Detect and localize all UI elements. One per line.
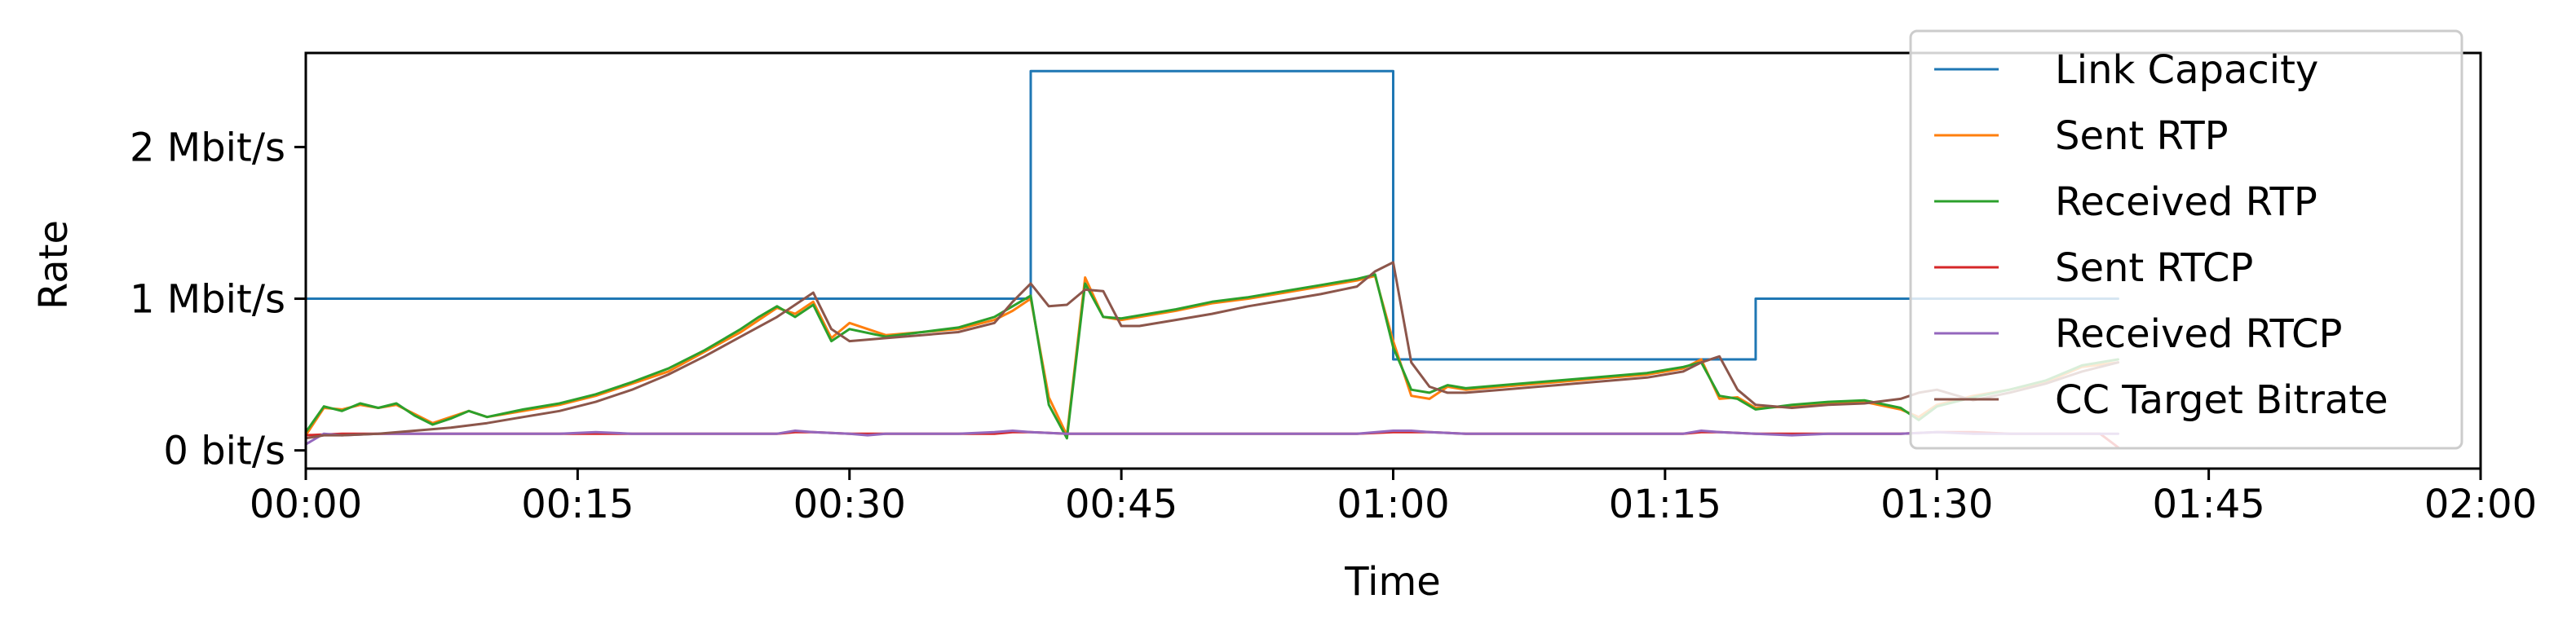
y-tick-label: 2 Mbit/s <box>130 125 285 170</box>
y-axis: 0 bit/s 1 Mbit/s 2 Mbit/s <box>130 125 306 474</box>
x-tick-label: 01:45 <box>2152 482 2264 527</box>
x-tick-label: 02:00 <box>2424 482 2537 527</box>
series-line-1 <box>304 275 2119 437</box>
x-tick-label: 01:15 <box>1609 482 1721 527</box>
x-tick-label: 00:30 <box>793 482 906 527</box>
y-tick-label: 0 bit/s <box>163 429 285 474</box>
legend-label-1: Sent RTP <box>2055 113 2229 159</box>
series-line-2 <box>304 273 2119 440</box>
legend-label-2: Received RTP <box>2055 179 2318 225</box>
x-axis: 00:00 00:15 00:30 00:45 01:00 01:15 01:30 01:45… <box>250 469 2537 527</box>
legend-label-0: Link Capacity <box>2055 47 2318 93</box>
x-tick-label: 01:00 <box>1337 482 1449 527</box>
legend: Link Capacity Sent RTP Received RTP Sent RT… <box>1909 29 2463 450</box>
series-layer <box>304 69 2119 449</box>
y-tick-label: 1 Mbit/s <box>130 277 285 323</box>
x-tick-label: 00:45 <box>1065 482 1178 527</box>
legend-label-3: Sent RTCP <box>2055 245 2253 291</box>
legend-box <box>1909 29 2463 450</box>
legend-label-4: Received RTCP <box>2055 311 2342 357</box>
series-line-4 <box>304 429 2119 446</box>
x-axis-label: Time <box>1344 559 1440 605</box>
legend-label-5: CC Target Bitrate <box>2055 377 2388 423</box>
y-axis-label: Rate <box>31 220 77 310</box>
x-tick-label: 00:15 <box>521 482 634 527</box>
x-tick-label: 01:30 <box>1880 482 1993 527</box>
series-line-0 <box>304 69 2119 361</box>
series-line-5 <box>304 261 2119 440</box>
x-tick-label: 00:00 <box>250 482 362 527</box>
